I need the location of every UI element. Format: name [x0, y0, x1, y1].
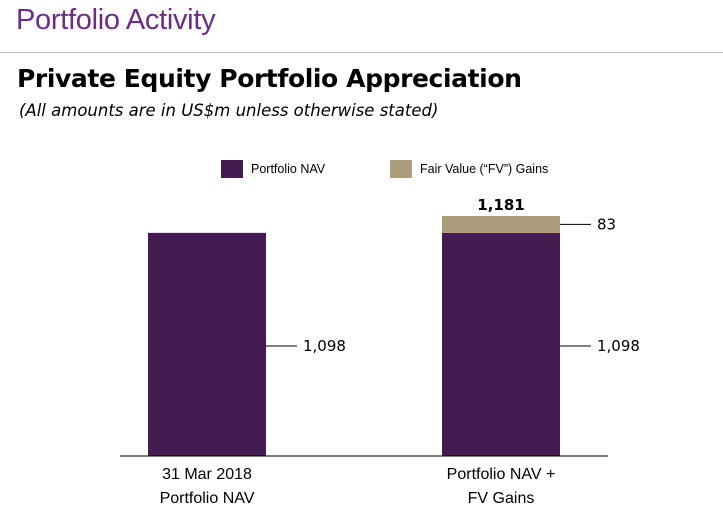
chart-legend: Portfolio NAV Fair Value (“FV”) Gains	[0, 160, 723, 182]
page-title: Portfolio Activity	[16, 4, 216, 36]
legend-swatch-portfolio-nav	[221, 160, 243, 178]
data-label-portfolio-nav-0: 1,098	[303, 337, 346, 355]
legend-swatch-fv-gains	[390, 160, 412, 178]
category-label-0-1: Portfolio NAV	[160, 490, 255, 507]
chart-subtitle: (All amounts are in US$m unless otherwis…	[19, 101, 439, 120]
bar-portfolio-nav-0	[148, 232, 266, 456]
legend-label-fv-gains: Fair Value (“FV”) Gains	[420, 162, 549, 176]
total-label-1: 1,181	[477, 196, 524, 214]
bar-portfolio-nav-1	[442, 232, 560, 456]
category-label-0-0: 31 Mar 2018	[162, 466, 252, 483]
legend-label-portfolio-nav: Portfolio NAV	[251, 162, 326, 176]
category-label-1-0: Portfolio NAV +	[447, 466, 556, 483]
title-divider	[0, 52, 723, 53]
chart-title: Private Equity Portfolio Appreciation	[17, 64, 522, 93]
legend-item-fv-gains: Fair Value (“FV”) Gains	[390, 160, 548, 178]
data-label-portfolio-nav-1: 1,098	[597, 337, 640, 355]
legend-item-portfolio-nav: Portfolio NAV	[221, 160, 325, 178]
category-label-1-1: FV Gains	[468, 490, 535, 507]
data-label-fv-gains-1: 83	[597, 215, 616, 233]
bar-fv-gains-1	[442, 216, 560, 233]
